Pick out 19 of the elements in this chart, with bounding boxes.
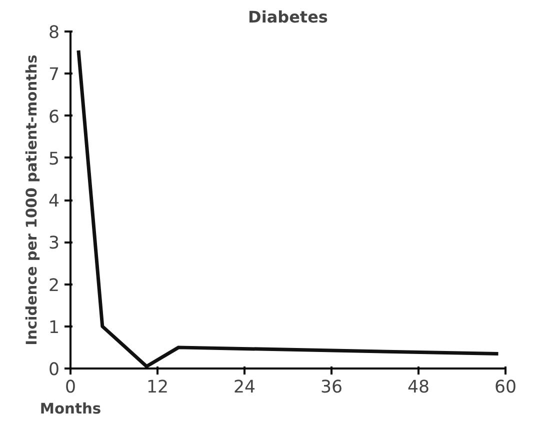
- y-tick-label: 6: [48, 107, 60, 128]
- chart-title: Diabetes: [248, 8, 328, 26]
- x-tick-label: 12: [146, 378, 169, 398]
- y-tick-label: 8: [48, 23, 60, 43]
- y-tick-label: 1: [48, 318, 60, 338]
- x-tick-label: 60: [494, 378, 517, 398]
- x-axis-title: Months: [40, 400, 102, 418]
- y-tick-label: 2: [48, 276, 60, 296]
- x-tick-label: 0: [64, 378, 76, 398]
- x-tick-label: 24: [233, 378, 256, 398]
- x-tick-label: 36: [320, 378, 343, 398]
- y-axis-title: Incidence per 1000 patient-months: [23, 54, 40, 346]
- y-tick-label: 0: [48, 360, 60, 380]
- y-tick-label: 3: [48, 234, 60, 254]
- y-tick-label: 5: [48, 149, 60, 170]
- y-tick-label: 4: [48, 192, 60, 212]
- y-tick-label: 7: [48, 65, 60, 86]
- line-series: [76, 48, 500, 368]
- x-tick-label: 48: [407, 378, 430, 398]
